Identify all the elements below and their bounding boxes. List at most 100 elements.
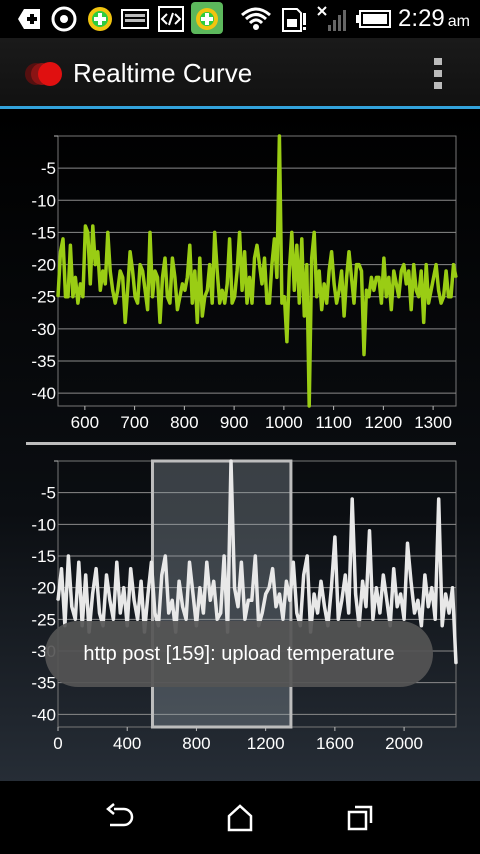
data-point [370,276,373,279]
data-point [271,567,274,570]
data-point [236,270,238,272]
data-point [313,593,315,595]
data-point [101,270,104,272]
data-point [188,561,191,564]
data-point [258,263,261,266]
sd-card-alert-icon [282,8,306,32]
data-point [122,586,125,589]
data-point [437,289,440,292]
wifi-icon [241,7,271,30]
y-tick-label: -5 [41,159,56,178]
clock-ampm: am [447,13,470,30]
y-tick-label: -35 [31,674,56,693]
data-point [441,624,443,627]
code-icon [158,6,184,32]
data-point [268,586,270,589]
data-point [268,302,271,304]
data-point [283,295,286,298]
data-point [164,555,167,557]
data-point [140,580,142,583]
data-point [437,498,440,500]
data-point [450,295,452,298]
data-point [72,295,74,298]
home-icon[interactable] [226,803,254,833]
data-point [164,257,166,259]
data-point [126,289,129,292]
data-point [447,295,450,298]
data-point [60,567,63,570]
data-point [105,574,108,576]
data-point [119,612,122,614]
plot-frame [57,135,457,407]
data-point [361,580,364,583]
data-point [77,302,79,304]
data-point [432,276,435,279]
data-point [348,250,350,253]
data-point [159,321,161,324]
data-point [335,302,338,304]
data-point [334,536,336,538]
data-point [320,308,323,311]
data-point [186,276,189,279]
data-point [415,289,418,292]
data-point [79,283,82,285]
data-point [201,315,204,317]
data-point [69,244,72,247]
data-point [445,270,447,272]
data-point [430,289,432,292]
data-point [396,605,398,608]
data-point [179,295,181,298]
data-point [330,586,333,589]
data-point [392,567,395,570]
data-point [375,586,378,589]
main-chart[interactable]: -5 -10 -15 -20 -25 -30 -35 -40 600 700 800 900 1000 1… [0,109,480,442]
data-point [247,599,250,602]
data-point [420,270,422,272]
data-point [139,263,141,266]
data-point [119,270,121,272]
data-point [455,276,457,279]
data-point [273,238,276,240]
data-point [98,612,101,614]
data-point [397,295,400,298]
data-point [253,257,256,259]
data-point [233,295,236,298]
data-point [422,321,425,324]
x-tick-label: 2000 [385,734,423,753]
data-point [144,289,146,292]
data-point [131,270,134,272]
data-point [271,263,273,266]
data-point [146,308,149,311]
data-point [206,561,208,564]
data-point [338,289,340,292]
overview-chart[interactable]: -5-10-15-20-25-30-35-400 400 800 1200 1600 20… [0,440,480,770]
data-point [185,618,187,621]
data-point [354,593,357,595]
data-point [293,289,296,292]
data-point [402,263,405,266]
data-point [99,289,102,292]
data-point [223,302,226,304]
recent-apps-icon[interactable] [346,803,376,833]
data-point [318,270,320,272]
y-tick-label: -25 [31,610,56,629]
chart-divider [26,442,456,445]
navigation-bar [0,781,480,854]
data-point [178,580,180,583]
back-icon[interactable] [104,803,136,833]
data-point [372,618,374,621]
data-point [305,263,308,266]
x-tick-label: 1600 [316,734,354,753]
overflow-menu-icon[interactable] [430,56,446,92]
data-point [203,295,206,298]
data-point [365,605,367,608]
data-point [427,605,430,608]
x-tick-label: 900 [220,413,248,432]
data-point [228,238,231,240]
data-point [171,257,174,259]
data-point [281,302,283,304]
data-point [218,302,221,304]
data-point [254,555,257,557]
data-point [82,295,84,298]
data-point [84,225,87,227]
